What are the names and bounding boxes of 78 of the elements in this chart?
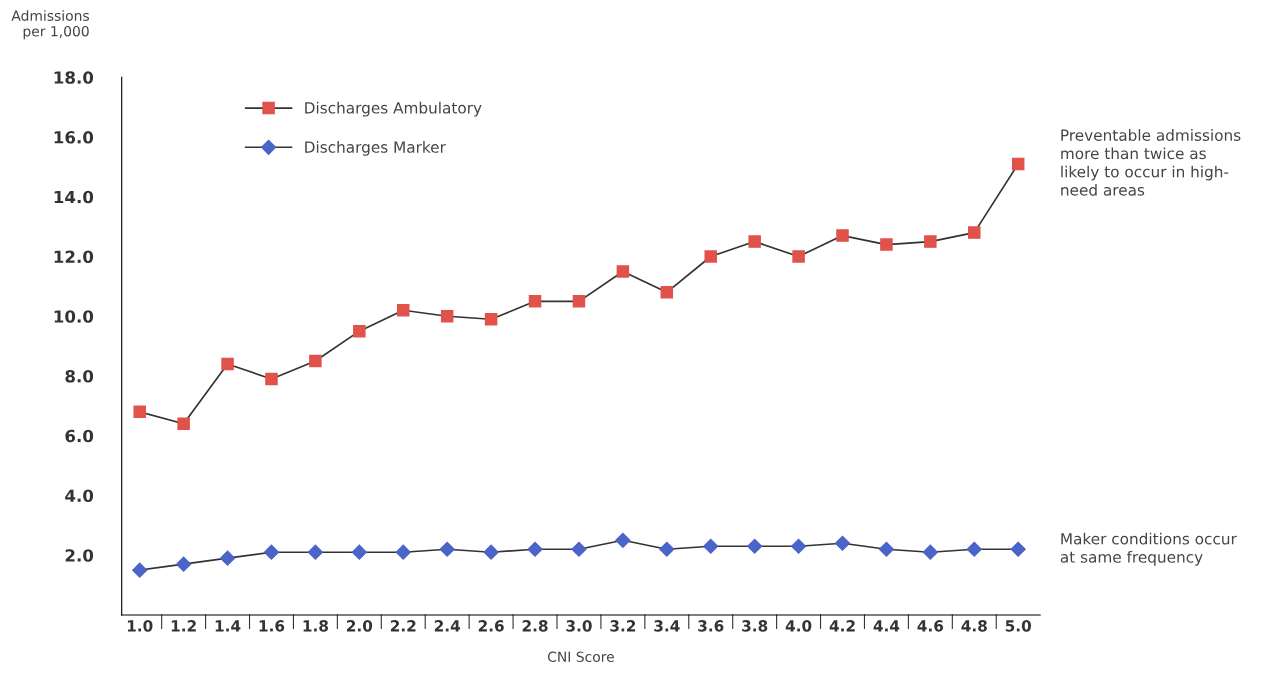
point: [397, 304, 410, 317]
y-tick-label: 10.0: [54, 310, 94, 323]
point: [880, 238, 893, 251]
point: [836, 229, 849, 242]
y-tick-label: 6.0: [65, 429, 94, 443]
point: [351, 544, 367, 560]
x-tick-label: 3.8: [742, 620, 768, 632]
point: [395, 544, 411, 560]
x-tick-label: 5.0: [1005, 620, 1032, 632]
legend-label: Discharges Ambulatory: [305, 101, 482, 117]
x-tick-label: 3.0: [566, 620, 592, 632]
y-tick-label: 8.0: [65, 369, 94, 383]
point: [132, 562, 148, 578]
y-tick-label: 14.0: [54, 190, 94, 204]
x-tick-label: 3.2: [610, 620, 636, 632]
point: [924, 235, 937, 248]
x-tick-label: 2.0: [347, 620, 373, 632]
point: [219, 550, 236, 566]
point: [133, 405, 146, 419]
point: [660, 286, 674, 299]
annotation: Preventable admissions more than twice as likely to occur in high- need areas: [1061, 129, 1241, 196]
point: [966, 541, 982, 557]
point: [484, 312, 498, 326]
x-tick-label: 1.8: [303, 620, 328, 632]
annotation: Maker conditions occur at same frequency: [1060, 532, 1237, 566]
point: [922, 544, 938, 560]
point: [528, 295, 542, 308]
point: [177, 417, 190, 431]
x-axis-title: CNI Score: [547, 651, 614, 663]
x-tick-label: 1.0: [127, 620, 153, 632]
point: [572, 295, 586, 308]
x-tick-label: 3.4: [654, 620, 680, 632]
y-axis-title: Admissions per 1,000: [11, 10, 89, 40]
point: [792, 250, 805, 263]
point: [353, 324, 366, 338]
point: [968, 226, 981, 239]
point: [439, 541, 455, 557]
point: [527, 541, 543, 557]
x-tick-label: 4.4: [873, 620, 900, 632]
y-tick-label: 4.0: [65, 489, 94, 503]
y-tick-label: 2.0: [65, 549, 94, 562]
x-tick-label: 1.4: [215, 620, 241, 632]
point: [1011, 157, 1025, 171]
point: [571, 541, 587, 557]
x-tick-label: 3.6: [698, 620, 724, 632]
point: [307, 544, 323, 560]
point: [1010, 541, 1026, 557]
x-tick-label: 1.2: [171, 620, 196, 632]
point: [748, 235, 761, 248]
x-tick-label: 2.2: [390, 620, 416, 632]
point: [263, 544, 280, 560]
point: [616, 265, 630, 278]
point: [791, 538, 807, 554]
point: [704, 250, 717, 263]
y-tick-label: 18.0: [54, 71, 94, 84]
point: [265, 372, 278, 386]
point: [615, 532, 631, 548]
x-tick-label: 4.0: [785, 620, 812, 632]
x-tick-label: 4.2: [829, 620, 855, 632]
point: [309, 354, 322, 368]
point: [747, 538, 763, 554]
point: [221, 357, 234, 371]
x-tick-label: 4.6: [917, 620, 944, 632]
y-tick-label: 16.0: [54, 130, 94, 144]
x-tick-label: 2.4: [434, 620, 461, 632]
point: [703, 538, 719, 554]
point: [659, 541, 675, 557]
point: [878, 541, 895, 557]
point: [483, 544, 499, 560]
legend-label: Discharges Marker: [305, 141, 446, 156]
point: [440, 309, 454, 323]
y-tick-label: 12.0: [54, 250, 94, 264]
x-tick-label: 2.8: [522, 620, 548, 632]
x-tick-label: 2.6: [478, 620, 504, 632]
x-tick-label: 1.6: [259, 620, 285, 632]
point: [834, 535, 851, 551]
point: [176, 556, 192, 572]
x-tick-label: 4.8: [961, 620, 987, 632]
